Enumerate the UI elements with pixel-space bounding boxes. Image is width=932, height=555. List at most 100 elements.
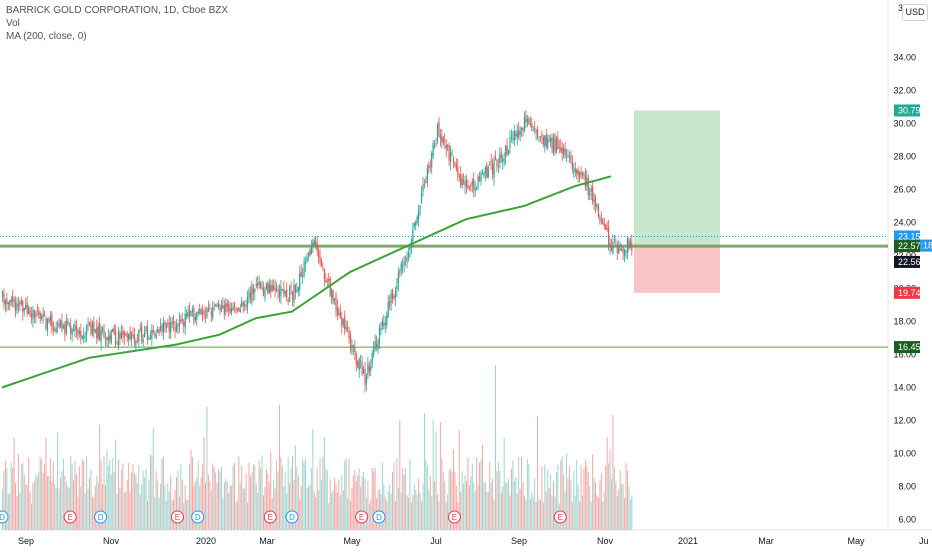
candle-body (242, 302, 244, 306)
candle-body (338, 310, 340, 316)
candle-body (13, 299, 15, 303)
earnings-marker[interactable] (447, 510, 461, 524)
volume-bar (94, 485, 96, 530)
volume-bar (480, 459, 482, 530)
candle-body (107, 336, 109, 341)
dividend-marker[interactable] (372, 510, 386, 524)
candle-body (78, 330, 80, 333)
volume-bar (521, 457, 523, 530)
volume-bar (338, 479, 340, 530)
dividend-marker[interactable] (94, 510, 108, 524)
earnings-marker[interactable] (63, 510, 77, 524)
candle-body (552, 137, 555, 153)
earnings-letter: E (452, 513, 457, 522)
volume-bar (236, 500, 238, 530)
candle-body (188, 308, 191, 317)
candle-body (419, 205, 421, 210)
volume-bar (48, 475, 50, 530)
dividend-marker[interactable] (0, 510, 9, 524)
volume-bar (165, 500, 167, 530)
volume-bar (315, 497, 317, 530)
candle-body (328, 279, 330, 281)
volume-bar (118, 459, 119, 530)
candle-body (28, 307, 30, 314)
earnings-marker[interactable] (170, 510, 184, 524)
volume-bar (611, 478, 612, 530)
earnings-marker[interactable] (263, 510, 277, 524)
candle-body (52, 323, 54, 331)
candle-body (138, 329, 140, 342)
volume-bar (423, 413, 425, 530)
volume-bar (479, 462, 481, 530)
volume-bar (87, 488, 89, 530)
candle-body (231, 307, 233, 313)
volume-bar (394, 501, 396, 530)
candle-body (158, 329, 160, 334)
volume-bar (205, 482, 206, 530)
candle-body (203, 310, 205, 315)
earnings-marker[interactable] (355, 510, 369, 524)
volume-bar (264, 486, 266, 530)
volume-bar (13, 437, 15, 530)
volume-bar (168, 490, 170, 530)
volume-bar (583, 468, 585, 530)
volume-bar (628, 486, 630, 530)
price-tick-label: 14.00 (893, 383, 916, 393)
time-tick-label: Mar (259, 536, 275, 546)
earnings-marker[interactable] (553, 510, 567, 524)
candle-body (275, 288, 278, 290)
candle-body (97, 326, 99, 340)
price-tick-label: 6.00 (898, 515, 916, 525)
dividend-marker[interactable] (191, 510, 205, 524)
target-zone[interactable] (634, 110, 720, 247)
candle-body (181, 319, 183, 321)
dividend-marker[interactable] (285, 510, 299, 524)
candle-body (246, 296, 249, 306)
candle-body (186, 313, 188, 317)
candle-body (61, 320, 63, 331)
volume-bar (306, 488, 308, 530)
candle-body (528, 118, 530, 124)
volume-bar (107, 465, 109, 530)
candle-body (558, 146, 560, 149)
ma-200-line[interactable] (1, 175, 612, 389)
volume-bar (471, 463, 473, 530)
candle-body (583, 171, 585, 173)
volume-bar (573, 471, 575, 530)
volume-bar (316, 468, 318, 530)
volume-bar (61, 471, 63, 530)
candle-body (104, 338, 107, 340)
volume-bar (592, 454, 594, 530)
earnings-letter: E (558, 513, 563, 522)
candle-body (616, 244, 618, 253)
volume-bar (383, 484, 385, 530)
stop-zone[interactable] (634, 246, 720, 293)
candle-body (380, 328, 382, 331)
candle-body (197, 311, 199, 313)
volume-bar (431, 496, 433, 530)
candle-body (612, 242, 614, 255)
currency-button[interactable]: USD (902, 4, 928, 21)
volume-bar (537, 416, 539, 530)
price-tick-label: 26.00 (893, 185, 916, 195)
volume-bar (524, 495, 525, 530)
volume-bar (586, 465, 588, 530)
volume-bar (541, 466, 543, 530)
volume-bar (283, 486, 285, 530)
volume-bar (463, 484, 465, 530)
volume-bar (489, 461, 491, 530)
candle-body (297, 287, 299, 292)
volume-bar (138, 465, 140, 530)
volume-bar (148, 479, 150, 530)
volume-bar (229, 485, 231, 530)
volume-bar (429, 475, 431, 530)
candle-body (119, 333, 121, 339)
candle-body (270, 284, 272, 292)
volume-bar (458, 430, 460, 530)
candle-body (449, 151, 452, 163)
candle-body (531, 123, 533, 128)
volume-bar (339, 495, 341, 530)
candle-body (574, 167, 576, 173)
candle-body (463, 180, 465, 184)
